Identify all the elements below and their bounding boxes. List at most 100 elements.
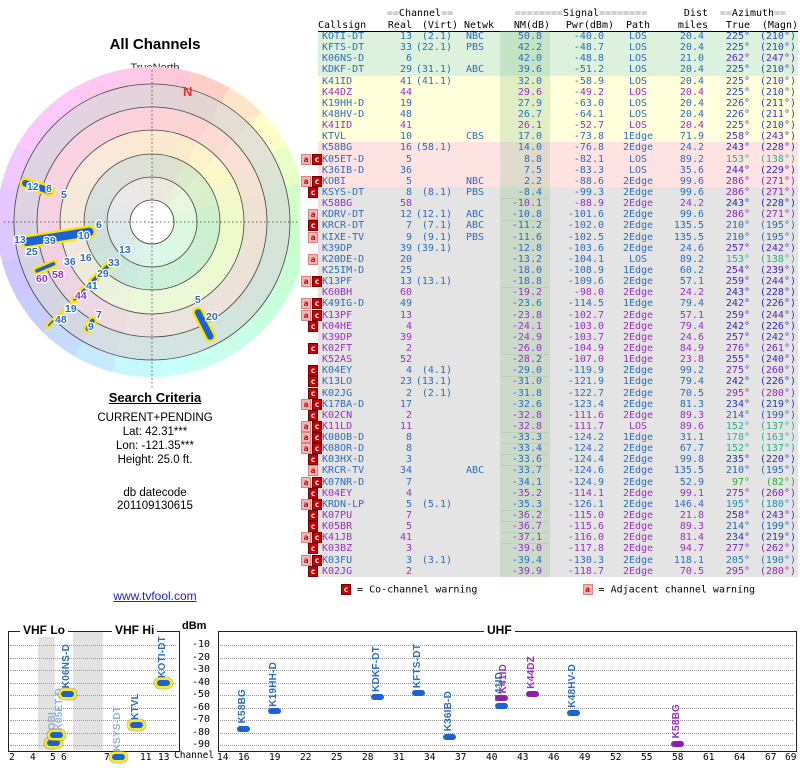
x-tick-label: 34 — [424, 752, 436, 763]
cell-nm-db: -11.2 — [500, 220, 550, 233]
cell-virt: (5.1) — [421, 498, 452, 510]
cell-virt — [412, 87, 458, 98]
cell-az-true: 210° — [725, 465, 750, 477]
cell-nm-db: -12.8 — [500, 242, 550, 254]
cell-az-true: 226° — [725, 97, 750, 109]
cell-miles: 20.4 — [679, 108, 704, 120]
cell-real: 2 — [405, 342, 412, 354]
cell-pwr-dbm: -40.0 — [573, 31, 604, 42]
cell-nm-db: -33.6 — [500, 454, 550, 466]
cell-path: 1Edge — [622, 264, 654, 276]
cell-nm-db: -24.1 — [500, 320, 550, 333]
cell-pwr-dbm: -130.3 — [567, 554, 604, 566]
x-tick-label: 40 — [486, 752, 498, 763]
cell-real: 41 — [399, 75, 412, 87]
cell-network — [458, 454, 500, 466]
cell-nm-db: -19.2 — [500, 287, 550, 299]
cell-pwr-dbm: -102.7 — [567, 309, 604, 321]
signal-bar-label: K41ID — [498, 664, 509, 694]
cell-path: LOS — [628, 108, 648, 120]
cell-real: 8 — [405, 443, 412, 455]
cell-nm-db: 39.6 — [500, 64, 550, 76]
x-tick-label: 58 — [672, 752, 684, 763]
co-channel-warning-icon: c — [312, 532, 322, 544]
cell-virt — [412, 298, 458, 310]
signal-bar — [236, 725, 250, 732]
cell-miles: 99.1 — [679, 487, 704, 499]
cell-callsign: KTVL — [322, 131, 347, 143]
cell-miles: 52.9 — [679, 476, 704, 488]
cell-az-magn: (262°) — [759, 543, 796, 555]
cell-callsign: K03BZ — [322, 543, 353, 555]
cell-pwr-dbm: -117.8 — [567, 543, 604, 555]
table-row: K52AS 52 -28.2 -107.0 1Edge 23.8 255° (240°) — [300, 354, 798, 366]
adjacent-warning-icon: a — [301, 309, 311, 321]
table-row: K39DP 39 (39.1) -12.8 -103.6 2Edge 24.6 257° (24… — [300, 242, 798, 254]
cell-az-magn: (210°) — [759, 64, 796, 76]
signal-bar — [670, 740, 684, 747]
polar-chart-title: All Channels — [109, 36, 201, 53]
cell-az-magn: (210°) — [759, 86, 796, 98]
vhf-lo-title: VHF Lo — [20, 623, 68, 637]
cell-path: 2Edge — [622, 209, 654, 221]
cell-az-true: 255° — [725, 354, 750, 366]
cell-path: LOS — [628, 86, 648, 98]
co-channel-warning-icon: c — [308, 376, 318, 388]
cell-pwr-dbm: -123.4 — [567, 398, 604, 410]
cell-network: CBS — [466, 131, 485, 143]
cell-miles: 23.8 — [679, 354, 704, 366]
cell-real: 20 — [399, 253, 412, 265]
co-channel-warning-icon: c — [312, 175, 322, 187]
co-channel-warning-icon: c — [312, 153, 322, 165]
cell-network — [458, 566, 500, 578]
cell-network: PBS — [466, 186, 485, 198]
polar-station-bar — [83, 316, 98, 334]
cell-az-true: 286° — [725, 186, 750, 198]
cell-path: 2Edge — [622, 331, 654, 343]
cell-nm-db: 17.0 — [500, 131, 550, 143]
table-row: K60BH 60 -19.2 -98.0 2Edge 24.2 243° (228°) — [300, 287, 798, 299]
cell-nm-db: -32.8 — [500, 420, 550, 433]
cell-miles: 20.4 — [679, 86, 704, 98]
cell-miles: 81.3 — [679, 398, 704, 410]
cell-nm-db: -32.6 — [500, 398, 550, 411]
cell-miles: 20.4 — [679, 42, 704, 54]
cell-pwr-dbm: -124.2 — [567, 432, 604, 444]
co-channel-warning-icon: c — [312, 309, 322, 321]
cell-pwr-dbm: -49.2 — [573, 86, 604, 98]
adjacent-warning-icon: a — [301, 420, 311, 432]
gridline — [10, 732, 176, 734]
table-row: c K02JG 2 -39.9 -118.7 2Edge 70.5 295° (280°) — [300, 565, 798, 578]
group-header-channel: ==Channel== — [386, 8, 454, 19]
cell-real: 44 — [399, 86, 412, 98]
cell-nm-db: -18.0 — [500, 264, 550, 277]
cell-path: LOS — [628, 120, 648, 132]
cell-az-true: 214° — [725, 409, 750, 421]
cell-callsign: K13PF — [322, 276, 353, 288]
cell-pwr-dbm: -118.7 — [567, 565, 604, 577]
signal-bar-label: KOTI-DT — [157, 635, 168, 678]
cell-callsign: KRDN-LP — [322, 498, 365, 510]
x-tick-label: 9 — [122, 752, 128, 763]
cell-nm-db: -10.1 — [500, 198, 550, 210]
cell-virt: (41.1) — [415, 75, 452, 87]
column-header-pwrdbm: Pwr(dBm) — [550, 20, 614, 32]
cell-network — [458, 410, 500, 422]
cell-nm-db: -35.3 — [500, 498, 550, 511]
channel-axis-label: Channel — [174, 750, 215, 761]
cell-pwr-dbm: -114.5 — [567, 298, 604, 310]
cell-callsign: K05BR — [322, 521, 353, 533]
cell-pwr-dbm: -101.6 — [567, 209, 604, 221]
cell-network: NBC — [466, 31, 485, 42]
cell-path: 2Edge — [622, 342, 654, 354]
tvfool-link[interactable]: www.tvfool.com — [113, 589, 197, 603]
cell-az-true: 210° — [725, 231, 750, 243]
column-header-virt: (Virt) — [412, 20, 458, 32]
polar-channel-label: 58 — [52, 269, 64, 281]
cell-path: 2Edge — [622, 554, 654, 566]
cell-az-magn: (137°) — [759, 443, 796, 455]
signal-bar — [494, 695, 508, 702]
polar-channel-label: 60 — [36, 273, 48, 285]
cell-miles: 35.6 — [679, 164, 704, 176]
cell-az-magn: (82°) — [765, 476, 796, 488]
